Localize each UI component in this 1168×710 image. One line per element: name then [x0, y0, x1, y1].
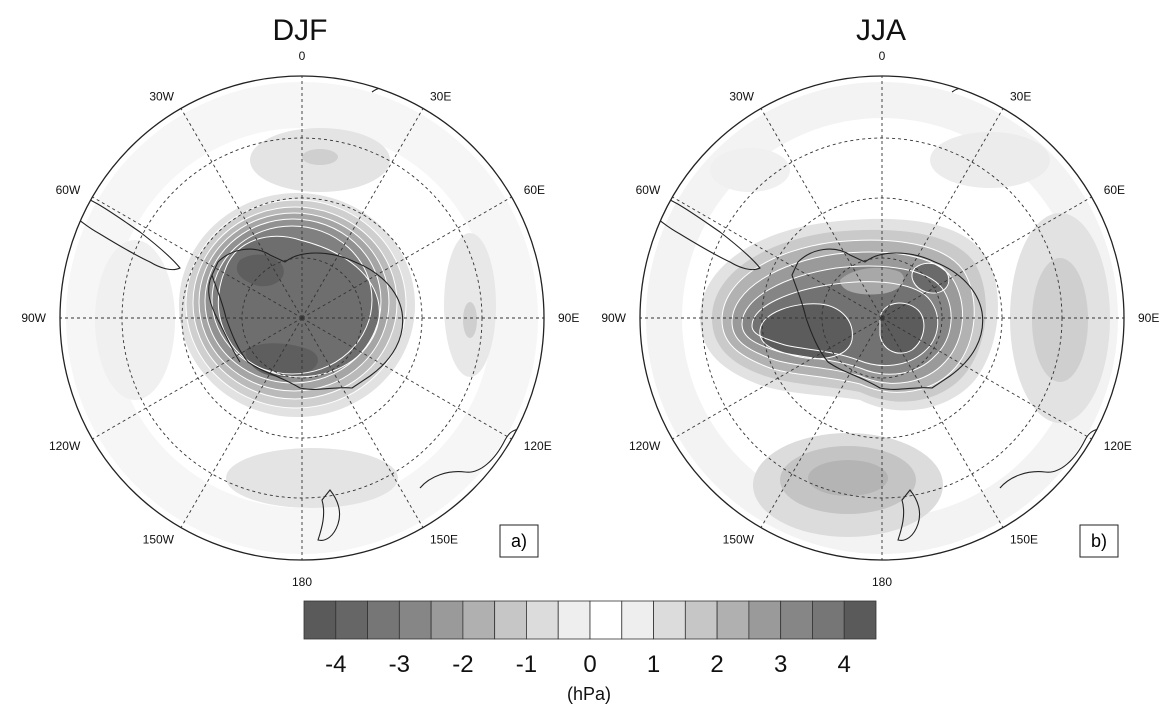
panel-b-longitude-label: 60W [636, 183, 661, 197]
panel-a-meridian [92, 317, 303, 440]
colorbar-swatch [716, 600, 750, 640]
panel-b-label: b) [1091, 531, 1107, 551]
panel-b-meridian [881, 317, 1092, 440]
colorbar-swatch [684, 600, 718, 640]
panel-a-longitude-label: 150W [143, 533, 175, 547]
colorbar-swatch [430, 600, 464, 640]
panel-a-longitude-label: 180 [292, 575, 312, 589]
panel-b-meridian [881, 317, 1004, 528]
panel-a-title: DJF [272, 14, 328, 47]
panel-b-meridian [760, 317, 883, 528]
colorbar-swatch [780, 600, 813, 640]
panel-b-longitude-label: 0 [879, 49, 886, 63]
panel-b-title: JJA [855, 14, 906, 47]
colorbar-tick-label: -4 [325, 651, 346, 678]
panel-b-longitude-label: 120W [629, 439, 661, 453]
panel-b-longitude-label: 90W [601, 311, 626, 325]
panel-a-meridian [301, 317, 424, 528]
colorbar-swatch [589, 600, 623, 640]
panel-b-map: 0 30E 60E 90E 120E 150E 180 150W 120W 90W 60W 30W b… [601, 49, 1159, 589]
colorbar-swatch [462, 600, 496, 640]
panel-a-longitude-label: 90W [21, 311, 46, 325]
panel-b-longitude-label: 60E [1104, 183, 1125, 197]
panel-a-contours [60, 82, 541, 554]
panel-a-longitude-label: 120W [49, 439, 81, 453]
panel-b-meridian [881, 196, 1092, 319]
panel-a-longitude-label: 60E [524, 183, 545, 197]
panel-b-longitude-label: 150E [1010, 533, 1038, 547]
panel-b-meridian [881, 108, 1004, 319]
panel-a-meridian [301, 108, 424, 319]
colorbar-swatch [526, 600, 559, 640]
panel-a-longitude-label: 60W [56, 183, 81, 197]
panel-b-longitude-label: 180 [872, 575, 892, 589]
panel-b-longitude-label: 90E [1138, 311, 1159, 325]
panel-a-longitude-label: 30E [430, 89, 451, 103]
panel-a-meridian [301, 317, 512, 440]
colorbar-swatch [557, 600, 591, 640]
panel-b-longitude-label: 30W [729, 89, 754, 103]
colorbar-swatch [335, 600, 368, 640]
colorbar-tick-label: -2 [452, 651, 473, 678]
colorbar-tick-label: -3 [389, 651, 410, 678]
panel-a-map: 0 30E 60E 90E 120E 150E 180 150W 120W 90W 60W 30W a… [21, 49, 579, 589]
panel-a-longitude-label: 0 [299, 49, 306, 63]
colorbar-units: (hPa) [567, 684, 611, 704]
colorbar-tick-labels: -4 -3 -2 -1 0 1 2 3 4 [325, 651, 851, 678]
colorbar-tick-label: 4 [838, 651, 851, 678]
panel-a-meridian [180, 317, 303, 528]
panel-b-meridian [672, 196, 883, 319]
panel-b-longitude-label: 30E [1010, 89, 1031, 103]
colorbar-swatch [367, 600, 400, 640]
colorbar-swatch [843, 600, 877, 640]
colorbar-tick-label: 0 [583, 651, 596, 678]
panel-a-meridian [301, 196, 512, 319]
colorbar-swatch [303, 600, 337, 640]
panel-b-meridian [672, 317, 883, 440]
colorbar-swatch [653, 600, 686, 640]
panel-a-longitude-label: 120E [524, 439, 552, 453]
colorbar-tick-label: 2 [710, 651, 723, 678]
panel-b-meridian [760, 108, 883, 319]
panel-a-longitude-label: 150E [430, 533, 458, 547]
colorbar-swatch [398, 600, 432, 640]
colorbar-tick-label: -1 [516, 651, 537, 678]
colorbar-tick-label: 3 [774, 651, 787, 678]
panel-a-longitude-label: 90E [558, 311, 579, 325]
panel-a-label: a) [511, 531, 527, 551]
panel-a-meridian [180, 108, 303, 319]
colorbar-swatch [812, 600, 845, 640]
colorbar [303, 600, 877, 640]
colorbar-swatch [748, 600, 782, 640]
panel-a-meridian [92, 196, 303, 319]
panel-b-longitude-label: 120E [1104, 439, 1132, 453]
colorbar-tick-label: 1 [647, 651, 660, 678]
colorbar-swatch [494, 600, 527, 640]
colorbar-swatch [621, 600, 654, 640]
panel-b-longitude-label: 150W [723, 533, 755, 547]
panel-a-longitude-label: 30W [149, 89, 174, 103]
